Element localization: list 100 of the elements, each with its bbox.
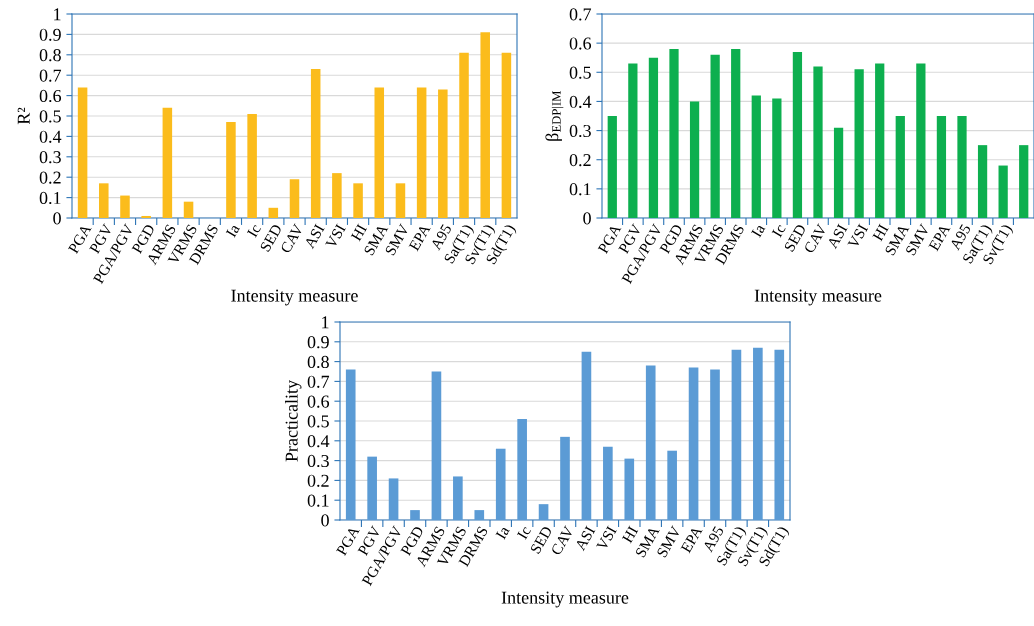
bar bbox=[431, 371, 442, 520]
bar bbox=[792, 51, 803, 218]
y-tick-label: 1 bbox=[54, 8, 61, 21]
x-tick-label: ASI bbox=[303, 223, 325, 250]
bar bbox=[1019, 145, 1029, 218]
bar bbox=[854, 69, 864, 218]
y-tick-label: 0.5 bbox=[39, 110, 61, 123]
y-tick-label: 0.6 bbox=[569, 37, 592, 50]
x-tick-label: VSI bbox=[847, 223, 869, 250]
bar bbox=[77, 87, 88, 218]
y-tick-label: 0.5 bbox=[569, 66, 591, 79]
y-tick-label: 0.2 bbox=[569, 153, 591, 167]
y-tick-label: 0.9 bbox=[39, 28, 61, 41]
bar bbox=[353, 183, 363, 218]
bar bbox=[374, 87, 385, 218]
bar bbox=[833, 127, 844, 218]
bar bbox=[310, 69, 321, 218]
bar bbox=[710, 54, 720, 218]
bar bbox=[332, 173, 342, 218]
y-axis-title: R² bbox=[17, 107, 30, 125]
bar bbox=[517, 419, 527, 520]
bar bbox=[120, 195, 130, 218]
bar bbox=[607, 116, 617, 218]
bar bbox=[141, 215, 151, 218]
bar bbox=[459, 52, 469, 218]
x-tick-label: HI bbox=[621, 525, 639, 544]
bar bbox=[772, 98, 782, 218]
y-tick-label: 0.3 bbox=[307, 454, 329, 468]
bar bbox=[581, 351, 592, 520]
y-tick-label: 0.3 bbox=[569, 124, 591, 138]
bar bbox=[560, 436, 570, 520]
bar bbox=[345, 369, 356, 520]
bar bbox=[648, 57, 659, 218]
y-axis-title: Practicality bbox=[285, 379, 302, 462]
bar bbox=[247, 113, 257, 218]
y-tick-label: 0.2 bbox=[307, 474, 329, 487]
y-tick-label: 0.4 bbox=[307, 435, 330, 448]
bar bbox=[813, 66, 823, 218]
bar bbox=[669, 48, 679, 218]
bar bbox=[688, 367, 699, 520]
y-tick-label: 0.6 bbox=[39, 89, 62, 103]
bar bbox=[689, 101, 700, 218]
bar bbox=[99, 183, 109, 218]
x-tick-label: Ia bbox=[751, 223, 766, 238]
bar bbox=[731, 48, 741, 218]
bar bbox=[751, 95, 761, 218]
bar bbox=[410, 510, 420, 520]
y-tick-label: 0 bbox=[583, 212, 591, 225]
bar bbox=[453, 476, 463, 520]
bar bbox=[416, 87, 427, 218]
bar bbox=[289, 179, 300, 218]
bar bbox=[388, 478, 399, 520]
bar bbox=[226, 122, 236, 218]
bar bbox=[645, 365, 656, 520]
y-tick-label: 0.4 bbox=[39, 130, 62, 143]
y-axis-title: β$_{EDP|IM}$ bbox=[545, 91, 564, 141]
x-tick-label: EPA bbox=[680, 525, 703, 554]
y-tick-label: 0.1 bbox=[307, 494, 329, 507]
bar bbox=[495, 448, 506, 520]
bar bbox=[367, 456, 377, 520]
bar bbox=[474, 510, 485, 520]
bar bbox=[624, 458, 635, 520]
bar bbox=[916, 63, 926, 218]
bar bbox=[628, 63, 638, 218]
y-tick-label: 0.8 bbox=[307, 355, 329, 369]
x-tick-label: VSI bbox=[596, 525, 617, 552]
x-axis-title: Intensity measure bbox=[231, 289, 358, 306]
bar bbox=[875, 63, 885, 218]
x-tick-label: Ic bbox=[771, 223, 786, 238]
bar bbox=[603, 446, 613, 520]
y-tick-label: 0.5 bbox=[307, 415, 329, 428]
bar bbox=[957, 116, 967, 218]
bar bbox=[183, 201, 194, 218]
x-tick-label: EPA bbox=[408, 223, 431, 252]
x-tick-label: Ic bbox=[246, 223, 262, 238]
bar bbox=[774, 349, 785, 520]
y-tick-label: 0.1 bbox=[569, 183, 591, 196]
bar bbox=[162, 107, 173, 218]
y-tick-label: 0 bbox=[53, 212, 61, 225]
bar bbox=[753, 347, 763, 520]
y-tick-label: 0.9 bbox=[307, 336, 329, 349]
y-tick-label: 0.7 bbox=[39, 69, 62, 82]
y-tick-label: 0.1 bbox=[39, 191, 61, 205]
y-tick-label: 0.8 bbox=[39, 49, 61, 62]
x-tick-label: EPA bbox=[928, 223, 951, 252]
bar bbox=[998, 165, 1008, 218]
x-axis-title: Intensity measure bbox=[501, 591, 629, 608]
bar bbox=[667, 450, 677, 520]
bar bbox=[395, 183, 406, 218]
bar bbox=[438, 89, 448, 218]
y-tick-label: 0.2 bbox=[39, 171, 61, 184]
bar bbox=[501, 52, 512, 218]
x-tick-label: Ic bbox=[517, 525, 532, 540]
bar bbox=[538, 504, 549, 520]
y-tick-label: 0 bbox=[321, 514, 329, 527]
y-tick-label: 0.7 bbox=[307, 375, 330, 388]
bar bbox=[480, 32, 490, 218]
y-tick-label: 0.3 bbox=[39, 151, 61, 164]
x-tick-label: Ia bbox=[225, 223, 241, 238]
y-tick-label: 1 bbox=[322, 316, 329, 329]
